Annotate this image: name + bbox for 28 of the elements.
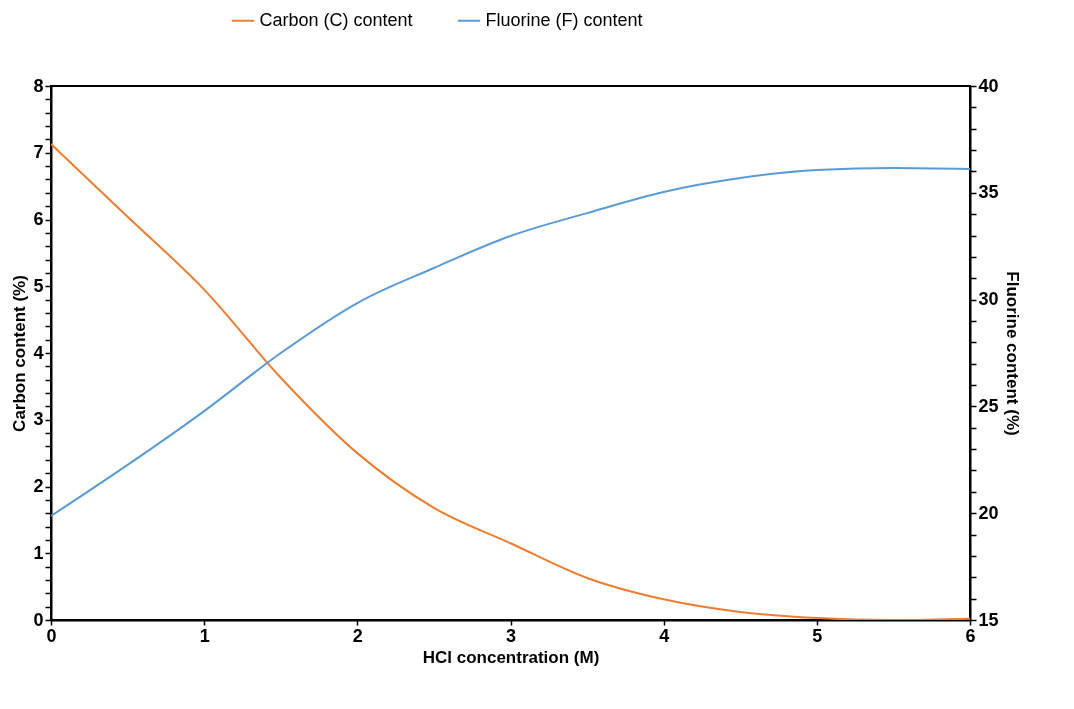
line-series — [51, 167, 970, 517]
y-axis-title: Carbon content (%) — [10, 275, 30, 432]
y2-axis-title: Fluorine content (%) — [1002, 271, 1022, 436]
y-tick-label: 5 — [33, 275, 44, 296]
x-tick-label: 4 — [659, 625, 670, 646]
y2-tick-label: 40 — [978, 75, 999, 96]
y2-tick-label: 35 — [978, 182, 999, 203]
y-tick-label: 3 — [33, 409, 44, 430]
y2-tick-label: 25 — [978, 395, 999, 416]
y-tick-label: 1 — [33, 542, 44, 563]
x-axis-title: HCl concentration (M) — [422, 647, 600, 667]
legend-label: Fluorine (F) content — [485, 9, 643, 30]
x-tick-label: 5 — [812, 625, 823, 646]
y-tick-label: 4 — [33, 342, 44, 363]
x-tick-label: 3 — [505, 625, 517, 646]
y-tick-label: 0 — [33, 609, 44, 630]
y-tick-label: 8 — [33, 75, 44, 96]
y2-tick-label: 30 — [978, 289, 999, 310]
legend-label: Carbon (C) content — [259, 9, 413, 30]
y2-tick-label: 20 — [978, 502, 999, 523]
x-tick-label: 1 — [199, 625, 210, 646]
x-tick-label: 2 — [352, 625, 363, 646]
y-tick-label: 2 — [33, 476, 44, 496]
x-tick-label: 6 — [965, 625, 976, 646]
x-tick-label: 0 — [46, 625, 57, 646]
y-tick-label: 6 — [33, 209, 44, 229]
y2-tick-label: 15 — [978, 609, 999, 630]
y-tick-label: 7 — [33, 142, 44, 163]
